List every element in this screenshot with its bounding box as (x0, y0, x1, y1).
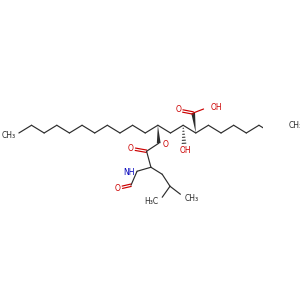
Polygon shape (157, 125, 160, 143)
Text: H₃C: H₃C (145, 197, 159, 206)
Text: CH₃: CH₃ (1, 131, 15, 140)
Text: CH₃: CH₃ (289, 121, 300, 130)
Text: NH: NH (123, 168, 134, 177)
Text: OH: OH (211, 103, 222, 112)
Text: O: O (115, 184, 121, 193)
Text: O: O (176, 106, 182, 115)
Text: O: O (128, 144, 134, 153)
Text: O: O (163, 140, 169, 149)
Polygon shape (191, 113, 196, 133)
Text: CH₃: CH₃ (185, 194, 199, 203)
Text: OH: OH (180, 146, 191, 155)
